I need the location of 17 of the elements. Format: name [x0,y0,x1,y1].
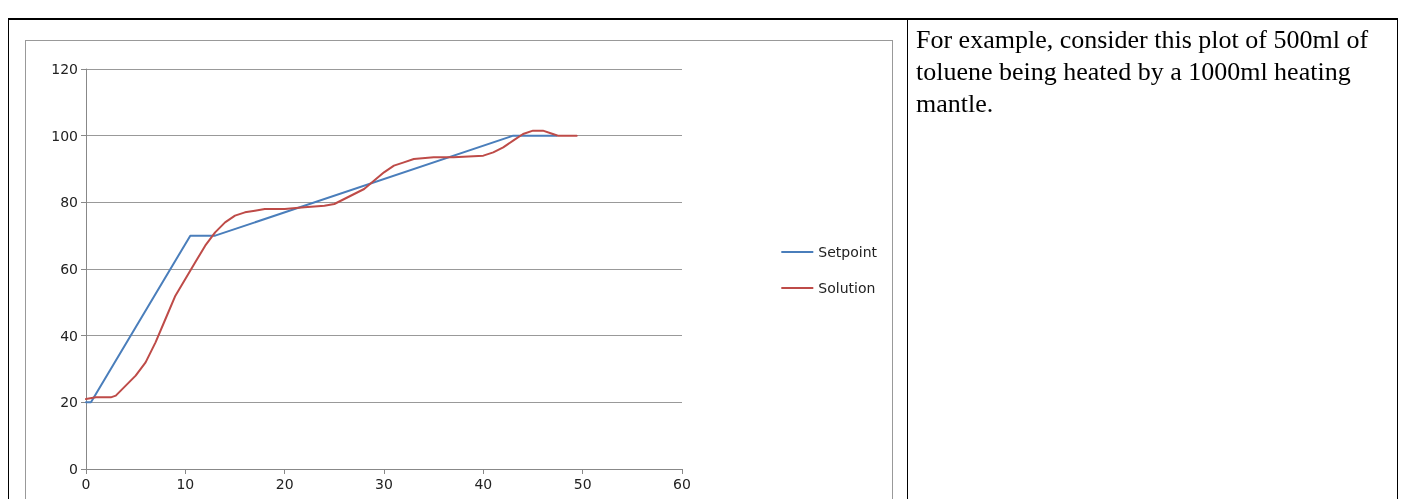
x-tick-label: 50 [573,476,592,492]
y-tick-label: 120 [51,61,78,77]
text: For example, consider this plot of 500ml of toluene being heated by a 1000ml heating mantle. [916,24,1370,120]
y-tick-label: 60 [60,261,78,277]
y-tick-label: 80 [60,194,78,211]
y-tick-label: 0 [69,461,78,477]
legend-label: Setpoint [818,244,878,260]
y-tick-label: 40 [60,327,78,344]
legend-label: Solution [818,280,876,296]
x-tick-label: 0 [81,476,91,492]
y-tick-label: 100 [51,127,78,144]
y-tick-label: 20 [60,394,78,411]
x-tick-label: 40 [474,476,493,492]
x-tick-label: 60 [673,476,691,492]
x-tick-label: 20 [275,476,294,492]
x-tick-label: 30 [375,476,393,492]
x-tick-label: 10 [176,476,195,492]
